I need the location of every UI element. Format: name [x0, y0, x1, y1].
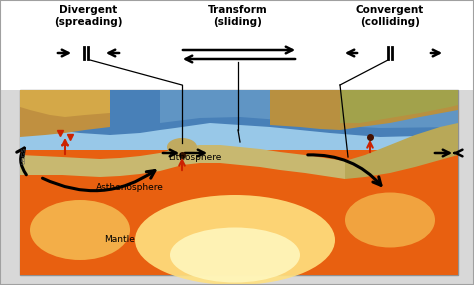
Text: Divergent
(spreading): Divergent (spreading) [54, 5, 122, 27]
Polygon shape [20, 90, 110, 117]
Polygon shape [345, 123, 458, 179]
Polygon shape [340, 90, 458, 123]
Text: Transform
(sliding): Transform (sliding) [208, 5, 268, 27]
Ellipse shape [345, 192, 435, 247]
Text: Asthenosphere: Asthenosphere [96, 182, 164, 192]
Polygon shape [160, 90, 458, 128]
Ellipse shape [167, 138, 197, 156]
Polygon shape [20, 90, 110, 275]
Ellipse shape [30, 200, 130, 260]
Bar [20, 90, 458, 150]
Polygon shape [20, 90, 458, 137]
Bar [20, 90, 458, 275]
Ellipse shape [135, 195, 335, 285]
Text: Lithosphere: Lithosphere [168, 154, 222, 162]
Polygon shape [182, 145, 345, 179]
Polygon shape [20, 147, 182, 177]
Bar [0, 0, 474, 90]
Polygon shape [270, 90, 458, 130]
Bar [20, 90, 458, 275]
Bar [20, 90, 458, 120]
Text: Mantle: Mantle [105, 235, 136, 245]
Ellipse shape [170, 227, 300, 282]
Text: Convergent
(colliding): Convergent (colliding) [356, 5, 424, 27]
Text: USGS: USGS [21, 146, 27, 164]
